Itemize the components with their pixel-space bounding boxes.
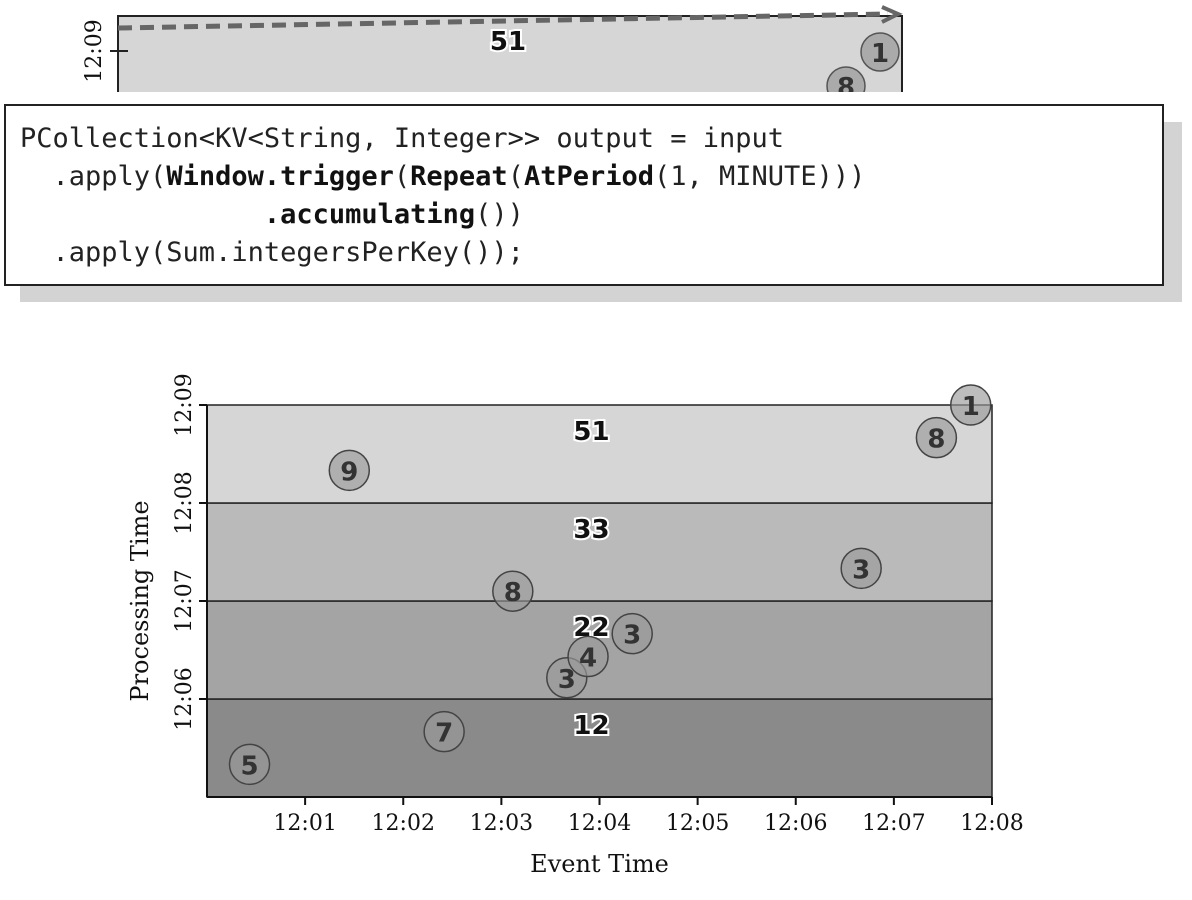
data-point-circle (423, 710, 465, 753)
top-pane (117, 15, 903, 100)
data-point: 7 (423, 710, 465, 753)
data-point-label: 3 (558, 665, 576, 695)
data-point-label: 5 (240, 751, 258, 781)
data-point-circle (567, 635, 609, 678)
x-tick-label: 12:01 (273, 811, 336, 836)
code-text (20, 199, 264, 230)
top-dot: 1 (860, 32, 900, 72)
pane-sum-label: 51 (573, 417, 609, 447)
y-tick-label: 12:08 (172, 471, 197, 534)
x-tick-label: 12:04 (568, 811, 631, 836)
code-keyword: .accumulating (263, 199, 476, 230)
code-keyword: Window.trigger (166, 161, 394, 192)
y-tick-label: 12:09 (172, 373, 197, 436)
y-tick-label: 12:06 (172, 667, 197, 730)
x-tick-label: 12:07 (862, 811, 925, 836)
data-point-circle (840, 547, 882, 590)
code-keyword: Repeat (410, 161, 508, 192)
code-text: ( (393, 161, 411, 192)
data-point-label: 3 (623, 621, 641, 651)
data-point-circle (915, 416, 958, 459)
top-watermark-dashed-line (117, 11, 889, 31)
pane-band (206, 698, 993, 798)
pane-sum-label: 12 (573, 711, 609, 741)
data-point: 9 (328, 449, 371, 492)
data-point-circle (949, 384, 992, 426)
top-dot-label: 1 (871, 39, 889, 69)
x-tick-label: 12:08 (960, 811, 1023, 836)
top-diagram-fragment: 12:09 51 8 1 (0, 5, 1192, 100)
data-point-label: 8 (504, 578, 522, 608)
x-tick-label: 12:03 (470, 811, 533, 836)
x-tick-label: 12:02 (372, 811, 435, 836)
code-text: ()) (475, 199, 524, 230)
data-point: 3 (840, 547, 882, 590)
data-point: 8 (492, 570, 534, 612)
x-tick-label: 12:06 (764, 811, 827, 836)
data-point: 5 (228, 743, 271, 786)
code-box: PCollection<KV<String, Integer>> output … (4, 104, 1164, 286)
data-point-circle (228, 743, 271, 786)
data-point-label: 7 (435, 719, 453, 749)
top-pane-sum: 51 (490, 27, 526, 57)
data-point: 4 (567, 635, 609, 678)
y-axis-title: Processing Time (126, 500, 154, 701)
code-text: (1, MINUTE))) (654, 161, 866, 192)
code-text: ( (507, 161, 524, 192)
code-line-4: .apply(Sum.integersPerKey()); (20, 237, 524, 268)
y-tick-label: 12:07 (172, 569, 197, 632)
data-point-circle (611, 612, 653, 655)
data-point: 1 (949, 384, 992, 426)
data-point-label: 4 (579, 644, 597, 674)
code-line-2: .apply(Window.trigger(Repeat(AtPeriod(1,… (20, 158, 866, 196)
data-point-circle (328, 449, 371, 492)
pane-sum-label: 33 (573, 515, 609, 545)
code-line-1: PCollection<KV<String, Integer>> output … (20, 123, 785, 154)
data-point: 3 (611, 612, 653, 655)
data-point-circle (492, 570, 534, 612)
data-point-label: 1 (962, 392, 980, 422)
data-point-label: 3 (852, 555, 870, 585)
code-keyword: AtPeriod (523, 161, 655, 192)
data-point-label: 8 (927, 425, 945, 455)
data-point-label: 9 (340, 457, 358, 487)
x-tick-label: 12:05 (666, 811, 729, 836)
top-y-tick-label: 12:09 (82, 19, 107, 82)
data-point: 8 (915, 416, 958, 459)
top-arrowhead-icon (881, 5, 903, 24)
x-axis-title: Event Time (530, 850, 669, 878)
code-text: .apply( (20, 161, 167, 192)
code-line-3: .accumulating()) (20, 196, 524, 234)
axes-layer: 12:01 12:02 12:03 12:04 12:05 12:06 12:07 12:08… (126, 373, 1024, 878)
